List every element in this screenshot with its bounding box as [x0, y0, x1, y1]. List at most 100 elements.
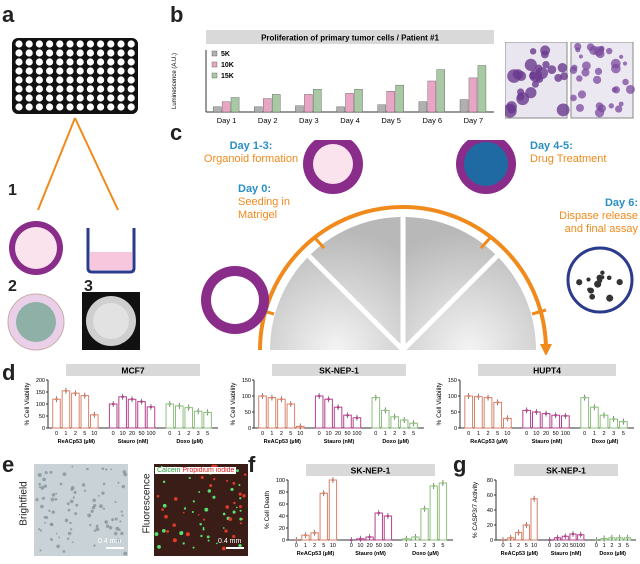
x-tick-label: 1 [414, 543, 417, 549]
well [25, 85, 33, 93]
fluorescent-cell [224, 529, 228, 533]
day0-annotation: Day 0: Seeding in Matrigel [238, 183, 298, 222]
x-tick-label: 100 [576, 543, 585, 549]
fluorescent-cell [199, 522, 202, 526]
cell [577, 90, 587, 99]
bar [286, 403, 296, 429]
y-tick-label: 100 [242, 394, 251, 400]
x-tick-label: 20 [129, 431, 135, 437]
brightfield-speckle [35, 465, 128, 556]
cell [578, 54, 583, 59]
well [35, 94, 44, 102]
brightfield-cell [37, 473, 42, 477]
cell [529, 71, 538, 80]
brightfield-cell [50, 497, 55, 502]
x-tick-label: 2 [603, 431, 606, 437]
x-tick-label: 2 [517, 543, 520, 549]
data-point [554, 413, 557, 417]
x-tick-label: 0 [168, 431, 171, 437]
chart-title-bar [272, 364, 406, 376]
brightfield-cell [102, 482, 106, 486]
brightfield-cell [121, 514, 124, 517]
brightfield-cell [85, 467, 88, 470]
stained-cells [505, 42, 635, 118]
brightfield-cell [102, 507, 105, 510]
day0-desc: Seeding in Matrigel [238, 196, 290, 221]
x-tick-label: 2 [313, 543, 316, 549]
brightfield-cell [75, 503, 79, 507]
x-tick-label: 3 [432, 543, 435, 549]
organoid-day45-icon [456, 140, 516, 194]
cell [586, 43, 595, 51]
group-label: Stauro (nM) [324, 439, 355, 445]
data-point [548, 538, 551, 542]
x-tick-label: 0 [55, 431, 58, 437]
brightfield-cell [66, 502, 70, 506]
bar [146, 406, 156, 429]
data-point [83, 394, 87, 397]
brightfield-cell [122, 470, 127, 474]
fluorescent-cell [207, 489, 212, 493]
x-tick-label: 3 [197, 431, 200, 437]
well-plate [12, 38, 138, 114]
x-tick-label: 5 [626, 543, 629, 549]
cell [556, 103, 570, 117]
well [76, 67, 84, 75]
fluorescent-cell [235, 506, 238, 509]
well [107, 67, 115, 75]
x-tick-label: 0 [350, 543, 353, 549]
well [46, 85, 54, 93]
y-axis-label: % Cell Viability [230, 382, 237, 426]
data-point [336, 405, 340, 409]
x-tick-label: 5 [525, 543, 528, 549]
brightfield-cell [42, 477, 46, 482]
fluorescent-cell [238, 505, 243, 509]
cell [605, 47, 613, 55]
x-tick-label: 10 [357, 543, 363, 549]
data-point [346, 413, 349, 417]
well [66, 49, 74, 57]
x-tick-label: 0 [374, 431, 377, 437]
fluorescent-cell [162, 480, 166, 484]
day45-annotation: Day 4-5: Drug Treatment [530, 140, 630, 166]
well-photo-3-glow [93, 303, 129, 339]
cell [569, 66, 578, 74]
x-tick-label: 50 [376, 543, 382, 549]
well [25, 94, 33, 102]
bar [80, 395, 90, 429]
data-point [359, 537, 362, 541]
y-tick-label: 50 [39, 414, 45, 420]
data-point [501, 538, 505, 542]
well [66, 58, 74, 66]
brightfield-cell [105, 468, 108, 471]
fluorescent-cell [222, 527, 225, 529]
well [56, 76, 64, 84]
data-point [618, 536, 621, 540]
brightfield-cell [50, 538, 53, 541]
bar [477, 65, 487, 113]
bar [52, 398, 61, 429]
well [117, 76, 125, 84]
well [46, 76, 54, 84]
data-point [467, 394, 470, 398]
well [76, 40, 84, 48]
timeline-tick-3 [531, 308, 547, 316]
x-tick-label: Day 4 [340, 116, 360, 125]
chart-title-bar [478, 364, 616, 376]
cell-fragment [600, 270, 605, 275]
bar [277, 398, 286, 429]
panel-letter-g: g [453, 452, 467, 477]
brightfield-cell [70, 528, 73, 531]
x-tick-label: 10 [330, 543, 336, 549]
x-tick-label: 2 [74, 431, 77, 437]
data-point [55, 397, 58, 401]
data-point [322, 491, 326, 495]
legend-swatch [211, 61, 218, 68]
fluorescent-cell [213, 477, 216, 481]
panel-letter-d: d [2, 360, 16, 385]
data-point [496, 401, 499, 404]
well [117, 49, 125, 57]
x-tick-label: 50 [570, 543, 576, 549]
x-tick-label: 0 [261, 431, 264, 437]
